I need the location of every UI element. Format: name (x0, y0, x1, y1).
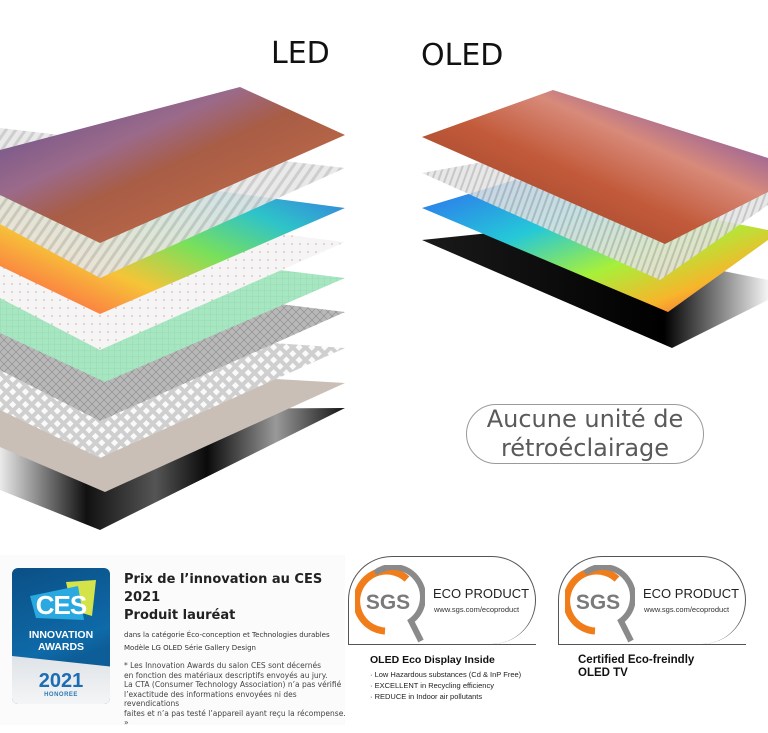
ces-year: 2021 (38, 670, 84, 692)
no-backlight-line2: rétroéclairage (500, 434, 670, 462)
ces-innovation-awards-text: INNOVATION AWARDS (12, 629, 110, 653)
sgs-badge-base-line (558, 644, 746, 645)
ces-innovation-badge: CES INNOVATION AWARDS 2021 HONOREE (12, 568, 110, 704)
ces-award-category: dans la catégorie Éco-conception et Tech… (124, 631, 330, 639)
sgs-bullet-list: · Low Hazardous substances (Cd & InP Fre… (370, 669, 540, 702)
oled-layer-stack (410, 80, 768, 360)
ces-honoree: HONOREE (44, 692, 78, 698)
ces-logo-text: CES (35, 590, 87, 620)
sgs-eco-product-title: ECO PRODUCT (643, 586, 740, 601)
led-layer-stack (0, 80, 360, 540)
no-backlight-label: Aucune unité de rétroéclairage (466, 404, 704, 464)
ces-innovation-line: INNOVATION (28, 629, 94, 641)
sgs-logo-icon: SGS (355, 565, 425, 643)
led-heading: LED (271, 36, 330, 71)
sgs-eco-label-display: SGS ECO PRODUCT www.sgs.com/ecoproduct O… (348, 556, 540, 702)
sgs-bullet: · REDUCE in Indoor air pollutants (370, 692, 483, 701)
ces-award-title: Prix de l’innovation au CES 2021 (124, 572, 323, 605)
ces-award-disclaimer: * Les Innovation Awards du salon CES son… (124, 661, 349, 728)
ces-logo-shape-icon (30, 580, 96, 620)
ces-award-model: Modèle LG OLED Série Gallery Design (124, 644, 256, 652)
sgs-url: www.sgs.com/ecoproduct (644, 605, 730, 614)
disclaimer-line: * Les Innovation Awards du salon CES son… (124, 661, 321, 670)
disclaimer-line: l’exactitude des informations envoyées n… (124, 689, 297, 709)
disclaimer-line: La CTA (Consumer Technology Association)… (124, 680, 342, 689)
sgs-bullet: · Low Hazardous substances (Cd & InP Fre… (370, 670, 522, 679)
sgs-caption-line: OLED TV (578, 667, 628, 679)
sgs-caption: Certified Eco-freindly OLED TV (578, 654, 750, 680)
sgs-logo-icon: SGS (565, 565, 635, 643)
ces-awards-line: AWARDS (37, 641, 85, 653)
svg-text:SGS: SGS (366, 591, 410, 614)
sgs-bullet: · EXCELLENT in Recycling efficiency (370, 681, 494, 690)
sgs-caption: OLED Eco Display Inside (370, 654, 495, 666)
ces-award-text: Prix de l’innovation au CES 2021 Produit… (124, 571, 349, 728)
sgs-eco-product-title: ECO PRODUCT (433, 586, 530, 601)
disclaimer-line: faites et n’a pas testé l’appareil ayant… (124, 708, 346, 728)
no-backlight-line1: Aucune unité de (486, 405, 684, 433)
ces-award-subtitle: Produit lauréat (124, 608, 236, 623)
sgs-eco-badge: SGS ECO PRODUCT www.sgs.com/ecoproduct (348, 556, 536, 644)
sgs-eco-badge: SGS ECO PRODUCT www.sgs.com/ecoproduct (558, 556, 746, 644)
sgs-url: www.sgs.com/ecoproduct (434, 605, 520, 614)
sgs-badge-base-line (348, 644, 536, 645)
oled-heading: OLED (421, 38, 504, 73)
sgs-caption-line: Certified Eco-freindly (578, 654, 695, 666)
disclaimer-line: en fonction des matériaux descriptifs en… (124, 670, 328, 680)
svg-text:SGS: SGS (576, 591, 620, 614)
sgs-eco-label-tv: SGS ECO PRODUCT www.sgs.com/ecoproduct C… (558, 556, 750, 680)
